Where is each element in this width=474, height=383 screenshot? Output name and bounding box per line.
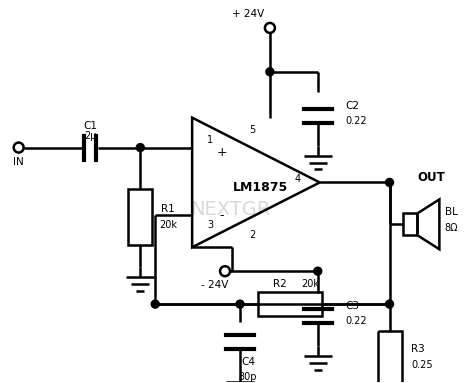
Text: - 24V: - 24V <box>201 280 229 290</box>
Text: C2: C2 <box>346 101 360 111</box>
Text: C3: C3 <box>346 301 360 311</box>
Text: 1: 1 <box>207 134 213 144</box>
Text: OUT: OUT <box>418 171 445 184</box>
Bar <box>403 213 418 235</box>
Circle shape <box>385 300 393 308</box>
Text: 0.22: 0.22 <box>346 116 367 126</box>
Circle shape <box>385 178 393 187</box>
Text: 8Ω: 8Ω <box>445 223 458 233</box>
Text: 2: 2 <box>249 230 255 240</box>
Text: R2: R2 <box>273 279 287 289</box>
Bar <box>378 331 401 383</box>
Circle shape <box>151 300 159 308</box>
Text: BL: BL <box>445 207 458 218</box>
Text: R1: R1 <box>161 205 175 214</box>
Text: 20k: 20k <box>301 279 319 289</box>
Circle shape <box>236 300 244 308</box>
Text: 4: 4 <box>295 175 301 185</box>
Text: C4: C4 <box>241 357 255 367</box>
Text: 5: 5 <box>249 124 255 134</box>
Text: +: + <box>217 146 228 159</box>
Text: 2μ: 2μ <box>84 131 97 141</box>
Text: 20k: 20k <box>159 220 177 230</box>
Text: 0.25: 0.25 <box>411 360 433 370</box>
Bar <box>128 190 152 245</box>
Text: + 24V: + 24V <box>232 9 264 19</box>
Text: NEXTGR: NEXTGR <box>190 200 270 219</box>
Text: IN: IN <box>13 157 24 167</box>
Circle shape <box>137 144 144 152</box>
Text: 3: 3 <box>207 220 213 230</box>
Text: 30p: 30p <box>239 372 257 382</box>
Circle shape <box>266 68 274 76</box>
Text: -: - <box>220 209 224 222</box>
Circle shape <box>314 267 322 275</box>
Text: C1: C1 <box>83 121 98 131</box>
Text: R3: R3 <box>411 344 425 354</box>
Text: LM1875: LM1875 <box>233 181 289 194</box>
Bar <box>258 292 322 316</box>
Text: 0.22: 0.22 <box>346 316 367 326</box>
